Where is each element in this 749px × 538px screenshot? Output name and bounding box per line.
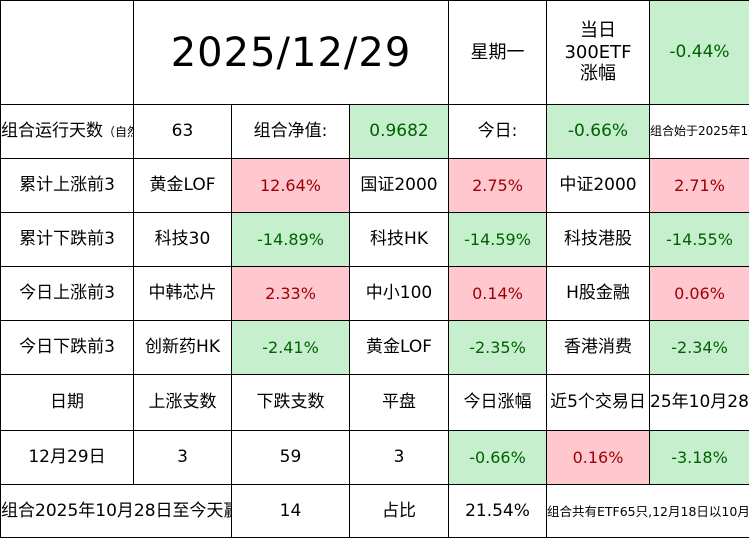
- etf-name: 科技HK: [349, 212, 449, 267]
- days-label-cell: 组合运行天数（自然日）: [0, 104, 134, 159]
- stats-header-row: 日期 上涨支数 下跌支数 平盘 今日涨幅 近5个交易日 25年10月28日至今: [0, 374, 749, 431]
- stats-today-change: -0.66%: [448, 430, 547, 485]
- stats-header-up: 上涨支数: [133, 374, 232, 431]
- rank-row-cum-up: 累计上涨前3 黄金LOF 12.64% 国证2000 2.75% 中证2000 …: [0, 158, 749, 213]
- profit-count: 14: [231, 484, 350, 538]
- rank-row-cum-down: 累计下跌前3 科技30 -14.89% 科技HK -14.59% 科技港股 -1…: [0, 212, 749, 267]
- rank-label: 累计上涨前3: [0, 158, 134, 213]
- footer-row: 组合2025年10月28日至今天赢利ETF数量 14 占比 21.54% 组合共…: [0, 484, 749, 538]
- ratio-label: 占比: [349, 484, 449, 538]
- weekday: 星期一: [448, 0, 547, 105]
- etf-name: 中证2000: [546, 158, 650, 213]
- etf-name: 国证2000: [349, 158, 449, 213]
- etf-name: 科技30: [133, 212, 232, 267]
- etf-name: H股金融: [546, 266, 650, 321]
- rank-label: 累计下跌前3: [0, 212, 134, 267]
- rank-label: 今日下跌前3: [0, 320, 134, 375]
- etf-name: 黄金LOF: [133, 158, 232, 213]
- stats-row: 12月29日 3 59 3 -0.66% 0.16% -3.18%: [0, 430, 749, 485]
- report-date: 2025/12/29: [133, 0, 449, 105]
- stats-up-count: 3: [133, 430, 232, 485]
- etf-name: 中韩芯片: [133, 266, 232, 321]
- start-note: 组合始于2025年10月28日: [649, 104, 749, 159]
- etf-change: 12.64%: [231, 158, 350, 213]
- index-change-value: -0.44%: [649, 0, 749, 105]
- header-row: 2025/12/29 星期一 当日 300ETF 涨幅 -0.44%: [0, 0, 749, 105]
- rank-row-today-up: 今日上涨前3 中韩芯片 2.33% 中小100 0.14% H股金融 0.06%: [0, 266, 749, 321]
- profit-count-label: 组合2025年10月28日至今天赢利ETF数量: [0, 484, 232, 538]
- etf-change: 2.71%: [649, 158, 749, 213]
- etf-change: -2.35%: [448, 320, 547, 375]
- etf-change: -14.89%: [231, 212, 350, 267]
- today-value: -0.66%: [546, 104, 650, 159]
- etf-change: 2.75%: [448, 158, 547, 213]
- stats-flat-count: 3: [349, 430, 449, 485]
- stats-since-start-change: -3.18%: [649, 430, 749, 485]
- rank-label: 今日上涨前3: [0, 266, 134, 321]
- etf-change: 0.14%: [448, 266, 547, 321]
- portfolio-note: 组合共有ETF65只,12月18日以10月28日收盘价加仓红利底波100（159…: [546, 484, 749, 538]
- stats-header-flat: 平盘: [349, 374, 449, 431]
- stats-date: 12月29日: [0, 430, 134, 485]
- etf-change: -2.41%: [231, 320, 350, 375]
- summary-row: 组合运行天数（自然日） 63 组合净值: 0.9682 今日: -0.66% 组…: [0, 104, 749, 159]
- days-label: 组合运行天数: [1, 121, 104, 142]
- etf-change: -2.34%: [649, 320, 749, 375]
- stats-header-since-start: 25年10月28日至今: [649, 374, 749, 431]
- etf-change: 0.06%: [649, 266, 749, 321]
- stats-header-today: 今日涨幅: [448, 374, 547, 431]
- index-change-label: 当日 300ETF 涨幅: [546, 0, 650, 105]
- etf-name: 中小100: [349, 266, 449, 321]
- today-label: 今日:: [448, 104, 547, 159]
- rank-row-today-down: 今日下跌前3 创新药HK -2.41% 黄金LOF -2.35% 香港消费 -2…: [0, 320, 749, 375]
- stats-header-date: 日期: [0, 374, 134, 431]
- stats-down-count: 59: [231, 430, 350, 485]
- stats-header-5day: 近5个交易日: [546, 374, 650, 431]
- etf-name: 黄金LOF: [349, 320, 449, 375]
- stats-header-down: 下跌支数: [231, 374, 350, 431]
- nav-label: 组合净值:: [231, 104, 350, 159]
- etf-change: -14.59%: [448, 212, 547, 267]
- nav-value: 0.9682: [349, 104, 449, 159]
- ratio-value: 21.54%: [448, 484, 547, 538]
- etf-change: 2.33%: [231, 266, 350, 321]
- etf-name: 香港消费: [546, 320, 650, 375]
- etf-change: -14.55%: [649, 212, 749, 267]
- days-value: 63: [133, 104, 232, 159]
- stats-5day-change: 0.16%: [546, 430, 650, 485]
- days-sub: （自然日）: [103, 125, 133, 140]
- etf-name: 科技港股: [546, 212, 650, 267]
- blank-cell: [0, 0, 134, 105]
- etf-name: 创新药HK: [133, 320, 232, 375]
